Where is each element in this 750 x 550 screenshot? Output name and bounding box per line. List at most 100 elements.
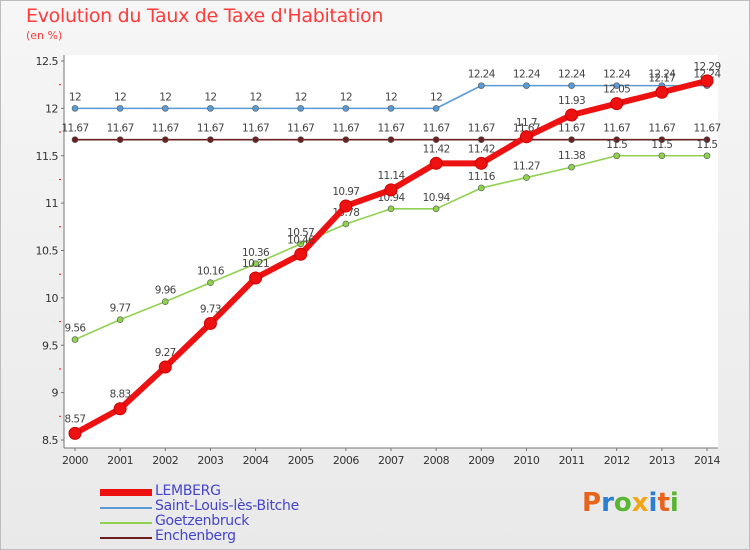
data-label-goetzenbruck: 11.5 [651, 139, 672, 151]
x-tick-label: 2005 [288, 454, 314, 467]
data-point-lemberg [158, 360, 172, 374]
data-point-saint-louis-l-s-bitche [523, 82, 530, 89]
data-point-saint-louis-l-s-bitche [116, 105, 124, 112]
data-label-enchenberg: 11.67 [107, 123, 134, 135]
data-label-lemberg: 10.46 [287, 234, 315, 246]
data-point-enchenberg [71, 136, 79, 143]
y-tick-label: 10.5 [36, 245, 59, 258]
data-point-saint-louis-l-s-bitche [71, 105, 79, 112]
data-label-goetzenbruck: 10.57 [287, 227, 314, 239]
y-tick-label: 8.5 [42, 434, 58, 447]
data-point-goetzenbruck [477, 184, 485, 192]
data-label-enchenberg: 11.67 [603, 123, 630, 135]
data-point-goetzenbruck [161, 298, 169, 305]
x-tick-label: 2004 [243, 454, 269, 467]
proxiti-logo: Proxiti [582, 488, 679, 518]
data-label-saint-louis-l-s-bitche: 12 [114, 91, 126, 103]
data-point-saint-louis-l-s-bitche [568, 82, 575, 89]
data-point-lemberg [68, 426, 82, 440]
data-point-goetzenbruck [568, 163, 575, 171]
data-point-goetzenbruck [432, 205, 440, 213]
data-label-goetzenbruck: 10.94 [423, 192, 451, 204]
data-label-saint-louis-l-s-bitche: 12.24 [603, 69, 631, 81]
data-point-lemberg [655, 85, 669, 99]
data-label-lemberg: 10.97 [332, 186, 359, 198]
data-point-goetzenbruck [207, 279, 214, 287]
data-point-goetzenbruck [342, 220, 350, 228]
logo-letter: r [601, 488, 614, 518]
data-point-saint-louis-l-s-bitche [207, 105, 214, 112]
data-point-goetzenbruck [523, 174, 530, 181]
data-point-lemberg [249, 271, 263, 285]
y-tick-label: 10 [45, 292, 58, 305]
data-label-lemberg: 12.05 [603, 84, 630, 96]
data-label-saint-louis-l-s-bitche: 12.24 [558, 69, 586, 81]
data-label-lemberg: 12.29 [693, 61, 720, 73]
data-point-enchenberg [297, 136, 305, 143]
x-tick-label: 2003 [197, 454, 223, 467]
data-point-goetzenbruck [116, 316, 124, 323]
data-point-enchenberg [703, 136, 711, 143]
data-point-enchenberg [342, 136, 350, 143]
data-point-lemberg [610, 97, 624, 111]
data-point-enchenberg [252, 136, 259, 143]
data-point-saint-louis-l-s-bitche [432, 105, 440, 112]
data-label-enchenberg: 11.67 [423, 123, 450, 135]
data-label-lemberg: 8.57 [65, 413, 86, 425]
data-point-enchenberg [161, 136, 169, 143]
logo-letter: i [648, 488, 658, 518]
data-point-goetzenbruck [703, 152, 711, 160]
data-label-goetzenbruck: 10.16 [197, 266, 225, 278]
logo-letter: x [631, 488, 649, 518]
legend-label: Saint-Louis-lès-Bitche [155, 498, 299, 514]
legend-swatch [100, 537, 152, 539]
data-point-saint-louis-l-s-bitche [387, 105, 395, 112]
legend-swatch [100, 522, 152, 524]
data-label-goetzenbruck: 9.56 [65, 323, 87, 335]
x-tick-label: 2013 [649, 454, 675, 467]
x-tick-label: 2000 [62, 454, 88, 467]
data-point-goetzenbruck [71, 336, 79, 343]
data-point-lemberg [294, 247, 308, 261]
data-label-enchenberg: 11.67 [61, 123, 88, 135]
legend-swatch [100, 489, 152, 496]
y-tick-label: 12 [45, 102, 58, 115]
y-tick-label: 9.5 [42, 339, 58, 352]
data-label-saint-louis-l-s-bitche: 12.24 [468, 69, 496, 81]
data-point-goetzenbruck [613, 152, 621, 160]
data-label-enchenberg: 11.67 [197, 123, 224, 135]
data-point-enchenberg [568, 136, 575, 143]
data-label-saint-louis-l-s-bitche: 12 [340, 91, 352, 103]
data-point-enchenberg [613, 136, 621, 143]
data-point-lemberg [429, 156, 443, 170]
data-label-saint-louis-l-s-bitche: 12 [204, 91, 216, 103]
data-label-saint-louis-l-s-bitche: 12 [385, 91, 397, 103]
data-label-goetzenbruck: 10.36 [242, 247, 270, 259]
data-label-enchenberg: 11.67 [693, 123, 720, 135]
legend-swatch [100, 507, 152, 509]
data-label-enchenberg: 11.67 [287, 123, 314, 135]
data-point-saint-louis-l-s-bitche [297, 105, 305, 112]
data-label-goetzenbruck: 11.27 [513, 161, 540, 173]
logo-letter: o [613, 488, 632, 518]
data-point-enchenberg [658, 136, 666, 143]
data-label-enchenberg: 11.67 [648, 123, 675, 135]
data-point-saint-louis-l-s-bitche [252, 105, 259, 112]
data-point-saint-louis-l-s-bitche [477, 82, 485, 89]
data-point-lemberg [203, 316, 217, 330]
data-point-goetzenbruck [252, 260, 259, 268]
data-point-lemberg [700, 74, 714, 88]
data-label-goetzenbruck: 11.16 [468, 171, 496, 183]
x-tick-label: 2011 [559, 454, 585, 467]
data-point-saint-louis-l-s-bitche [613, 82, 621, 89]
y-tick-label: 11.5 [36, 150, 59, 163]
data-point-saint-louis-l-s-bitche [342, 105, 350, 112]
data-point-goetzenbruck [658, 152, 666, 160]
data-label-saint-louis-l-s-bitche: 12 [69, 91, 81, 103]
y-tick-label: 11 [45, 197, 58, 210]
data-point-enchenberg [477, 136, 485, 143]
chart-title: Evolution du Taux de Taxe d'Habitation [26, 5, 384, 27]
legend-label: Enchenberg [155, 528, 236, 544]
data-label-lemberg: 11.42 [423, 143, 450, 155]
